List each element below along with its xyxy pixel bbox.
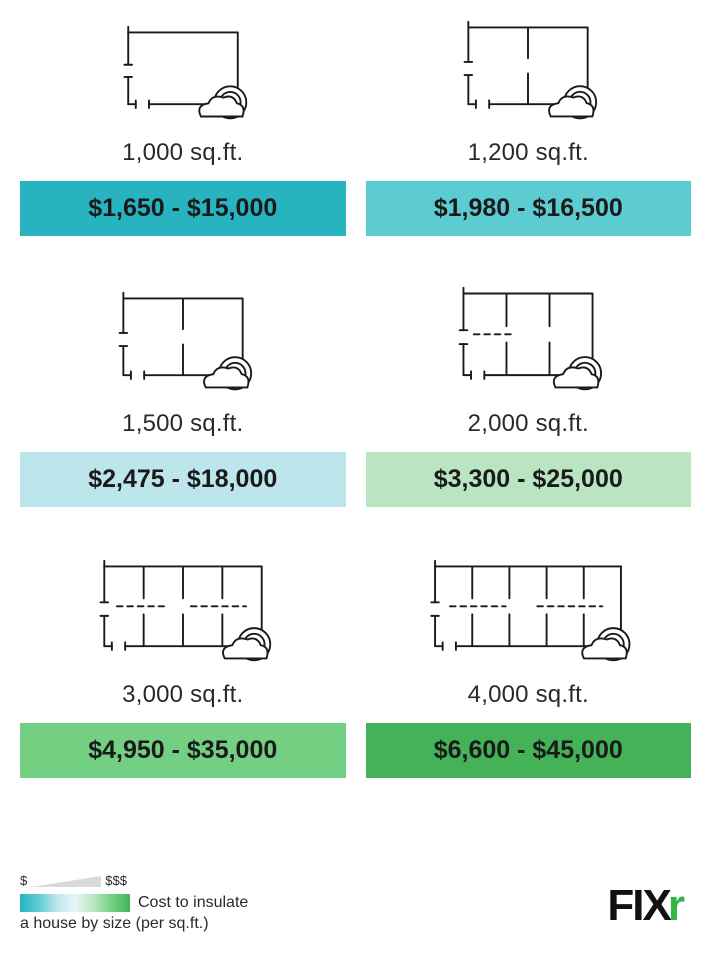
cost-bar: $1,980 - $16,500 — [366, 181, 692, 236]
cost-bar: $1,650 - $15,000 — [20, 181, 346, 236]
legend-scale-row: $ $$$ — [20, 872, 248, 890]
floorplan-icon — [118, 30, 248, 125]
cost-card: 1,000 sq.ft. $1,650 - $15,000 — [20, 30, 346, 236]
legend-gradient-row: Cost to insulate — [20, 892, 248, 914]
floorplan-icon — [93, 572, 273, 667]
floorplan-icon — [453, 301, 603, 396]
gradient-bar-icon — [20, 894, 130, 912]
legend-low-dollar: $ — [20, 872, 27, 890]
legend-high-dollar: $$$ — [105, 872, 127, 890]
size-label: 2,000 sq.ft. — [468, 410, 589, 438]
legend-text-line2: a house by size (per sq.ft.) — [20, 913, 248, 935]
size-label: 1,500 sq.ft. — [122, 410, 243, 438]
cost-bar: $4,950 - $35,000 — [20, 723, 346, 778]
legend: $ $$$ Cost to insulate a house by size (… — [20, 872, 248, 935]
cost-card: 1,500 sq.ft. $2,475 - $18,000 — [20, 301, 346, 507]
cards-grid: 1,000 sq.ft. $1,650 - $15,000 1,200 sq.ft… — [20, 30, 691, 778]
size-label: 3,000 sq.ft. — [122, 681, 243, 709]
logo-main: FIX — [607, 881, 669, 931]
size-label: 1,200 sq.ft. — [468, 139, 589, 167]
cost-bar: $3,300 - $25,000 — [366, 452, 692, 507]
cost-bar: $2,475 - $18,000 — [20, 452, 346, 507]
floorplan-icon — [423, 572, 633, 667]
fixr-logo: FIXr — [607, 881, 683, 931]
cost-bar: $6,600 - $45,000 — [366, 723, 692, 778]
cost-card: 2,000 sq.ft. $3,300 - $25,000 — [366, 301, 692, 507]
size-label: 1,000 sq.ft. — [122, 139, 243, 167]
floorplan-icon — [113, 301, 253, 396]
cost-card: 1,200 sq.ft. $1,980 - $16,500 — [366, 30, 692, 236]
scale-triangle-icon — [31, 876, 101, 887]
legend-text-line1: Cost to insulate — [138, 892, 248, 914]
floorplan-icon — [458, 30, 598, 125]
cost-card: 3,000 sq.ft. $4,950 - $35,000 — [20, 572, 346, 778]
size-label: 4,000 sq.ft. — [468, 681, 589, 709]
logo-accent: r — [668, 881, 683, 931]
cost-card: 4,000 sq.ft. $6,600 - $45,000 — [366, 572, 692, 778]
